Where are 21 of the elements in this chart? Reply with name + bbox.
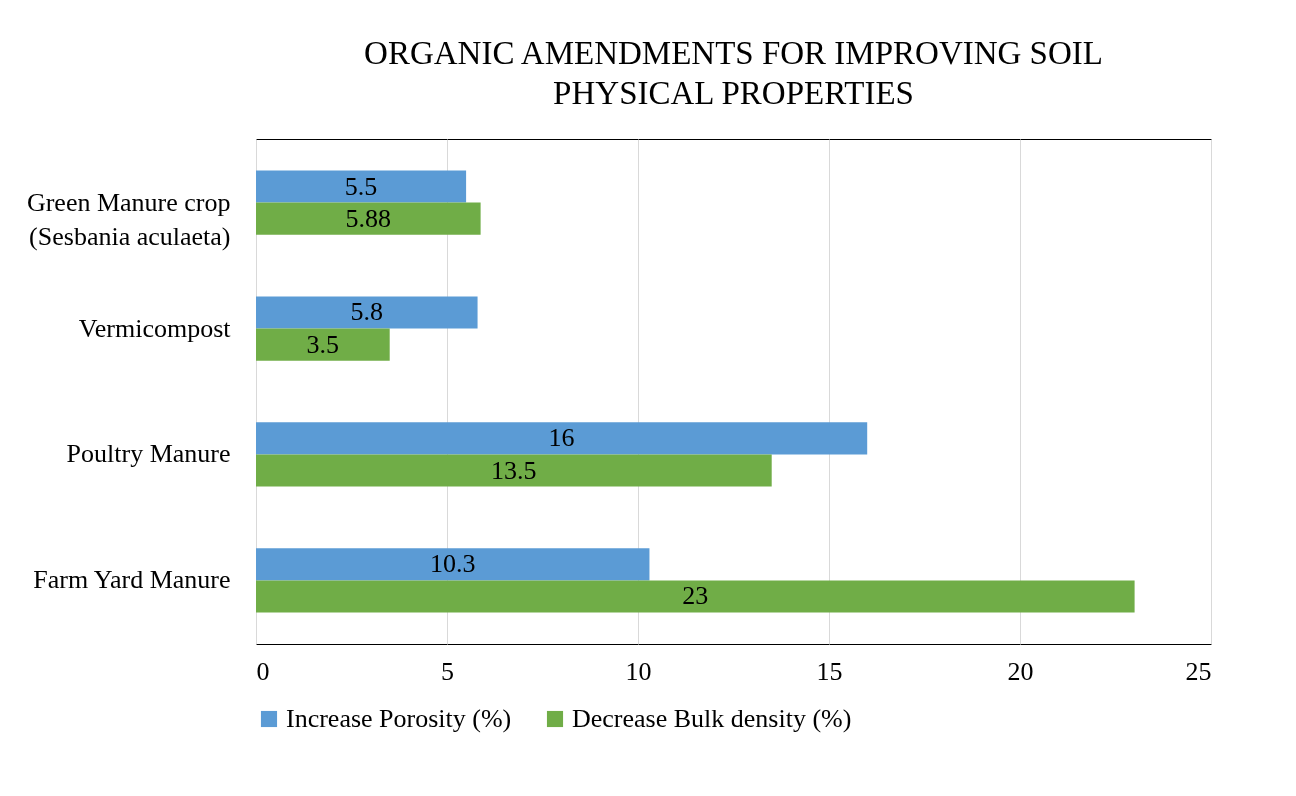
x-tick-label: 15 bbox=[816, 656, 843, 686]
data-label: 5.5 bbox=[344, 171, 378, 201]
y-tick-label: Poultry Manure bbox=[66, 439, 231, 469]
x-tick-label: 10 bbox=[625, 656, 652, 686]
data-label: 5.88 bbox=[345, 203, 392, 233]
y-tick-label: Green Manure crop (Sesbania aculaeta) bbox=[26, 187, 231, 251]
data-label: 5.8 bbox=[350, 297, 384, 327]
legend-label: Increase Porosity (%) bbox=[286, 704, 512, 733]
x-tick-label: 20 bbox=[1007, 656, 1034, 686]
data-label: 10.3 bbox=[429, 549, 476, 579]
x-tick-label: 25 bbox=[1185, 656, 1212, 686]
chart-title: ORGANIC AMENDMENTS FOR IMPROVING SOIL PHYSICAL PROPERTIES bbox=[364, 35, 1103, 111]
x-tick-label: 0 bbox=[256, 656, 270, 686]
y-tick-label: Farm Yard Manure bbox=[33, 565, 231, 595]
x-tick-label: 5 bbox=[441, 656, 454, 686]
data-label: 13.5 bbox=[491, 455, 537, 485]
data-label: 16 bbox=[548, 423, 575, 453]
data-label: 3.5 bbox=[306, 329, 340, 359]
y-tick-label: Vermicompost bbox=[78, 313, 232, 343]
data-label: 23 bbox=[682, 581, 709, 611]
legend-label: Decrease Bulk density (%) bbox=[572, 704, 852, 733]
